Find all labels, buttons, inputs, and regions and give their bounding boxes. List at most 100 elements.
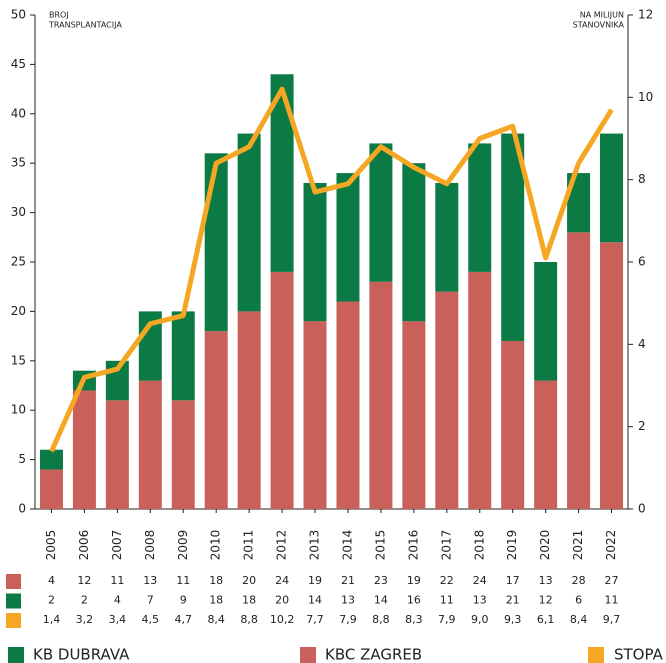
bar: [402, 321, 426, 509]
y-tick-label: 0: [18, 502, 26, 516]
table-cell: 8,4: [207, 613, 225, 626]
table-cell: 9,0: [471, 613, 489, 626]
table-cell: 14: [374, 594, 388, 607]
table-cell: 8,8: [372, 613, 390, 626]
bar: [204, 153, 228, 332]
x-tick-label: 2008: [143, 530, 157, 561]
table-cell: 7: [147, 594, 154, 607]
bar: [534, 380, 558, 509]
bar: [270, 74, 294, 272]
table-cell: 17: [506, 574, 520, 587]
bar: [303, 182, 327, 322]
y-tick-label: 30: [11, 205, 26, 219]
bar: [567, 232, 591, 510]
bar: [171, 311, 195, 401]
y2-tick-label: 0: [638, 502, 646, 516]
table-cell: 9: [180, 594, 187, 607]
table-cell: 2: [48, 594, 55, 607]
x-tick-label: 2006: [77, 530, 91, 561]
table-cell: 6,1: [537, 613, 555, 626]
x-tick-label: 2015: [373, 530, 387, 561]
y-tick-label: 15: [11, 353, 26, 367]
table-swatch: [6, 574, 21, 589]
x-tick-label: 2022: [604, 530, 618, 561]
bar: [600, 242, 624, 510]
bar: [171, 400, 195, 509]
table-cell: 24: [275, 574, 289, 587]
table-cell: 4,7: [175, 613, 193, 626]
bar: [369, 281, 393, 509]
table-cell: 7,9: [438, 613, 456, 626]
y2-tick-label: 2: [638, 419, 646, 433]
bar: [402, 163, 426, 322]
table-cell: 11: [110, 574, 124, 587]
y-axis-label: BROJ: [49, 11, 69, 20]
table-cell: 12: [77, 574, 91, 587]
bar: [39, 469, 63, 509]
table-cell: 12: [539, 594, 553, 607]
y-tick-label: 20: [11, 304, 26, 318]
y-tick-label: 35: [11, 156, 26, 170]
table-cell: 18: [242, 594, 256, 607]
y2-tick-label: 12: [638, 8, 653, 22]
table-cell: 7,7: [306, 613, 324, 626]
legend-label: STOPA: [614, 646, 664, 663]
bar: [237, 311, 261, 509]
legend-swatch: [588, 647, 604, 663]
bar: [600, 133, 624, 243]
table-cell: 1,4: [43, 613, 61, 626]
y-tick-label: 10: [11, 403, 26, 417]
x-tick-label: 2011: [242, 530, 256, 561]
y-axis-label: TRANSPLANTACIJA: [48, 21, 122, 30]
bar: [369, 143, 393, 282]
line: [49, 86, 614, 453]
table-cell: 23: [374, 574, 388, 587]
table-cell: 27: [605, 574, 619, 587]
legend-label: KBC ZAGREB: [325, 646, 422, 663]
table-cell: 8,8: [240, 613, 258, 626]
bar: [534, 262, 558, 381]
table-cell: 13: [473, 594, 487, 607]
y-tick-label: 40: [11, 106, 26, 120]
x-tick-label: 2005: [44, 530, 58, 561]
bar: [39, 449, 63, 470]
x-tick-label: 2019: [505, 530, 519, 561]
x-tick-label: 2018: [472, 530, 486, 561]
x-tick-label: 2014: [340, 530, 354, 561]
table-cell: 20: [242, 574, 256, 587]
x-tick-label: 2013: [308, 530, 322, 561]
table-cell: 22: [440, 574, 454, 587]
y2-axis-label: STANOVNIKA: [573, 21, 625, 30]
table-cell: 28: [572, 574, 586, 587]
bar: [468, 143, 492, 272]
y2-tick-label: 4: [638, 337, 646, 351]
x-tick-label: 2021: [571, 530, 585, 561]
bar: [336, 173, 360, 302]
table-cell: 14: [308, 594, 322, 607]
table-cell: 21: [506, 594, 520, 607]
y2-axis-label: NA MILIJUN: [580, 11, 624, 20]
bar: [72, 390, 96, 509]
table-cell: 16: [407, 594, 421, 607]
y-tick-label: 5: [18, 452, 26, 466]
table-cell: 6: [575, 594, 582, 607]
table-cell: 3,2: [76, 613, 94, 626]
table-cell: 21: [341, 574, 355, 587]
y-tick-label: 25: [11, 255, 26, 269]
table-cell: 11: [440, 594, 454, 607]
x-tick-label: 2007: [110, 530, 124, 561]
table-cell: 18: [209, 594, 223, 607]
table-swatch: [6, 613, 21, 628]
table-cell: 7,9: [339, 613, 357, 626]
y2-tick-label: 8: [638, 172, 646, 186]
bar: [204, 331, 228, 509]
table-cell: 9,7: [603, 613, 621, 626]
bar: [468, 271, 492, 509]
table-swatch: [6, 593, 21, 609]
table-cell: 2: [81, 594, 88, 607]
table-cell: 19: [308, 574, 322, 587]
y-tick-label: 45: [11, 57, 26, 71]
bar: [435, 182, 459, 292]
legend-swatch: [8, 647, 24, 663]
table-cell: 8,3: [405, 613, 423, 626]
